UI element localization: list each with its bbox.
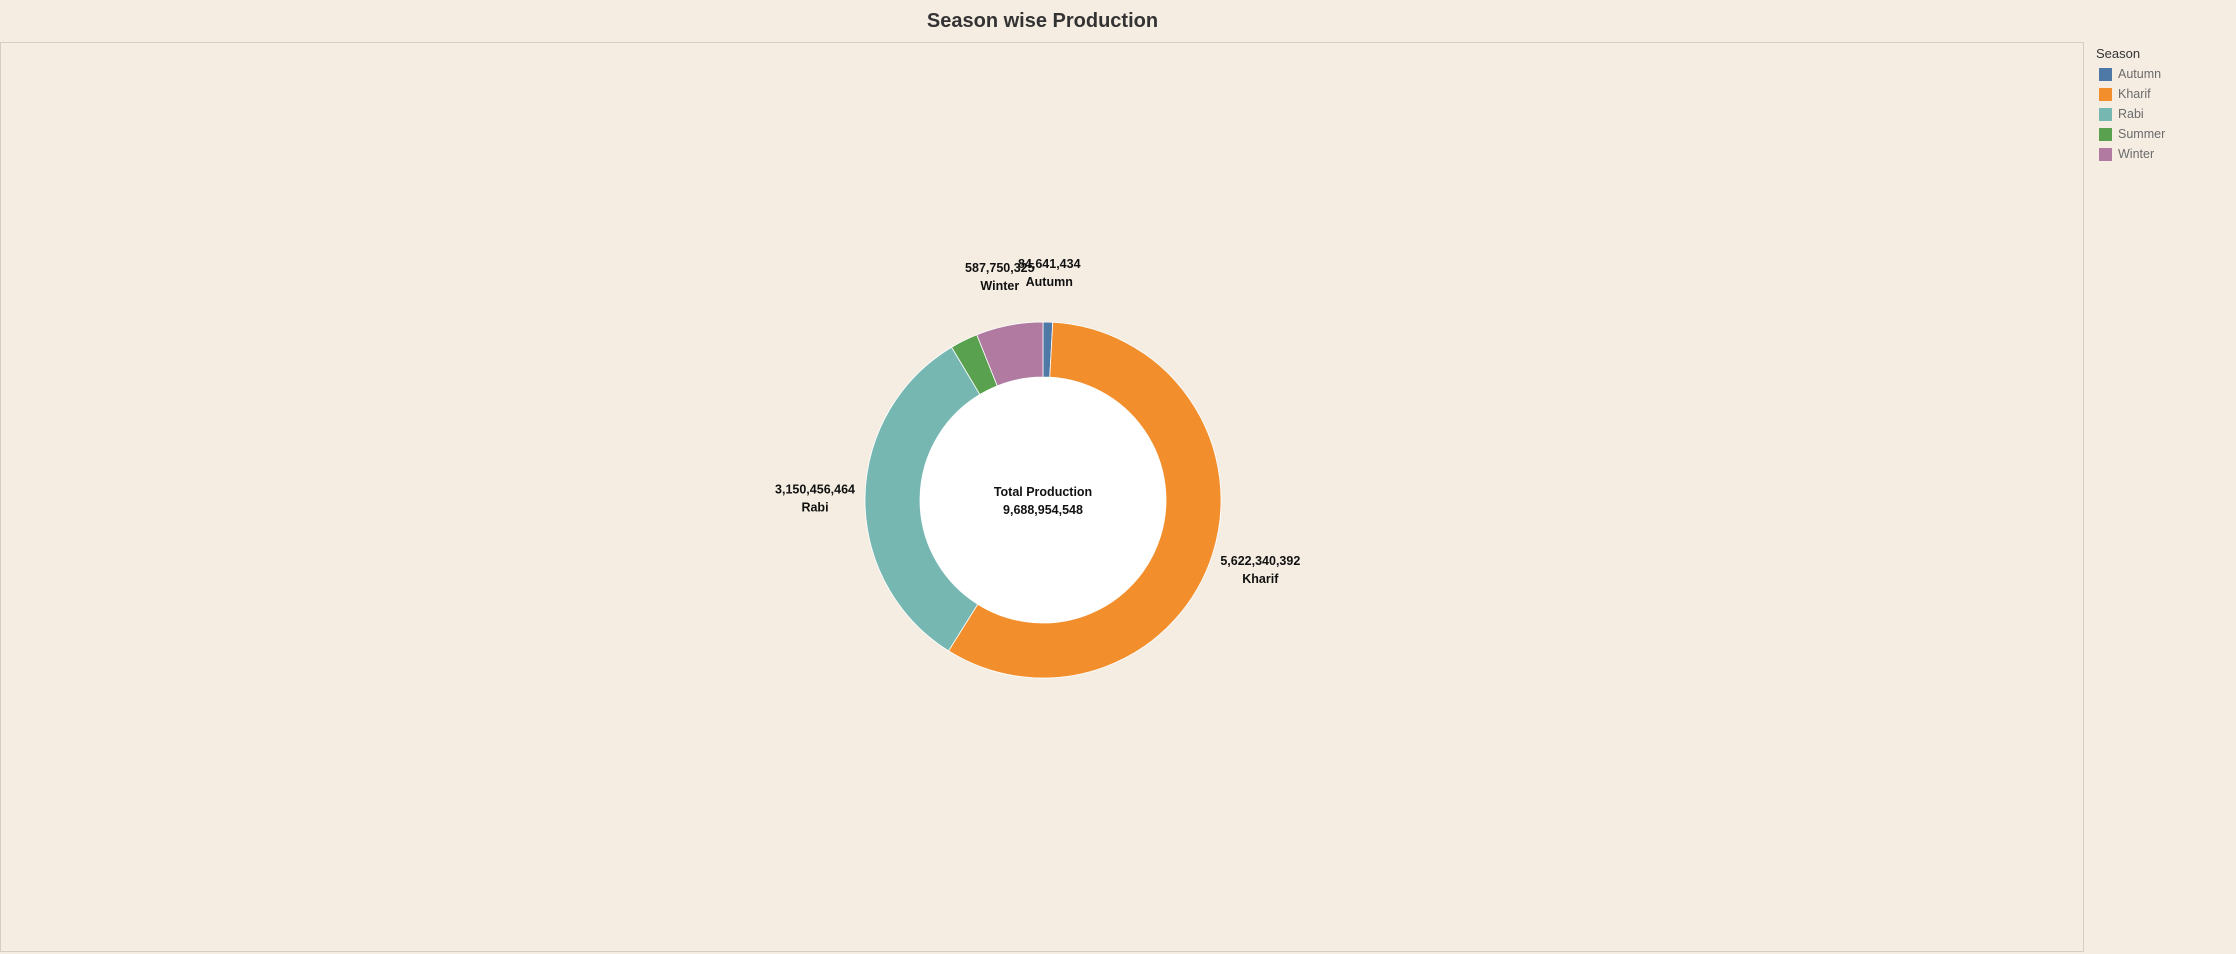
center-label: Total Production [994,485,1092,499]
legend-label-rabi: Rabi [2118,107,2144,121]
legend-label-summer: Summer [2118,127,2166,141]
legend-swatch-winter [2099,147,2112,161]
donut-chart: 84,641,434 Autumn 5,622,340,392 Kharif 3,150… [775,257,1300,679]
legend-swatch-rabi [2099,107,2112,121]
legend-label-kharif: Kharif [2118,87,2151,101]
slice-name-label-kharif: Kharif [1242,572,1279,586]
legend-item-rabi[interactable]: Rabi [2096,104,2226,124]
slice-value-label-autumn: 84,641,434 [1018,257,1081,271]
legend-swatch-summer [2099,127,2112,141]
legend-title: Season [2096,46,2141,61]
slice-name-label-winter: Winter [980,279,1019,293]
slice-value-label-winter: 587,750,325 [965,261,1035,275]
legend-label-winter: Winter [2118,147,2155,161]
legend-label-autumn: Autumn [2118,67,2162,81]
slice-value-label-rabi: 3,150,456,464 [775,483,855,497]
donut-hole [920,377,1166,623]
legend-item-autumn[interactable]: Autumn [2096,64,2226,84]
slice-name-label-rabi: Rabi [801,501,828,515]
legend-item-summer[interactable]: Summer [2096,124,2226,144]
legend-item-winter[interactable]: Winter [2096,144,2226,164]
legend-swatch-kharif [2099,87,2112,101]
legend-item-kharif[interactable]: Kharif [2096,84,2226,104]
center-value: 9,688,954,548 [1003,503,1083,517]
slice-value-label-kharif: 5,622,340,392 [1220,554,1300,568]
legend: Season Autumn Kharif Rabi Summer Winter [2096,46,2226,164]
slice-name-label-autumn: Autumn [1026,275,1073,289]
chart-title: Season wise Production [926,10,1159,32]
legend-swatch-autumn [2099,67,2112,81]
chart-area: 84,641,434 Autumn 5,622,340,392 Kharif 3,150… [0,42,2084,952]
